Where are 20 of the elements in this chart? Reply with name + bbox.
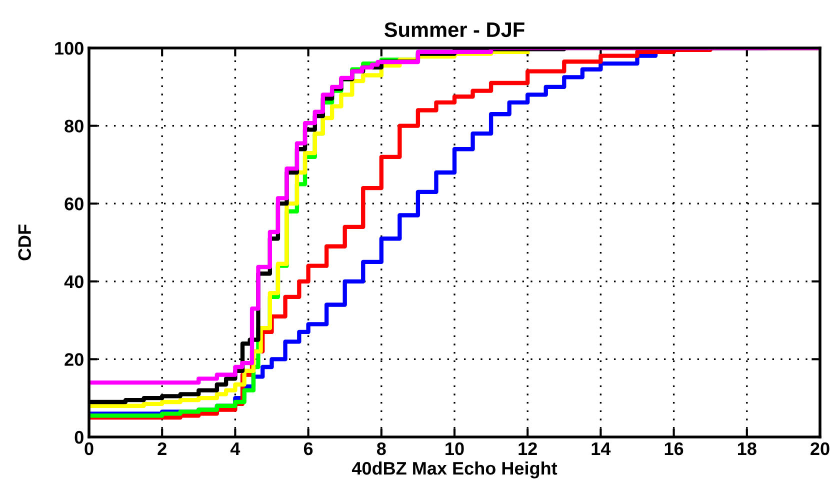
x-tick-label: 4 [230,442,240,455]
x-tick-label: 16 [664,442,684,456]
x-tick-label: 6 [304,442,313,456]
x-axis-title: 40dBZ Max Echo Height [352,461,558,478]
y-tick-label: 100 [55,42,84,55]
y-tick-label: 0 [74,430,84,444]
x-tick-label: 0 [84,442,94,456]
chart-title: Summer - DJF [384,22,524,38]
x-tick-label: 18 [738,442,756,456]
x-tick-label: 8 [376,442,386,456]
x-tick-label: 12 [518,442,537,455]
x-tick-label: 10 [446,442,464,456]
y-tick-label: 80 [64,120,84,133]
y-tick-label: 40 [64,275,84,288]
x-tick-label: 20 [810,442,830,456]
y-axis-title: CDF [18,224,32,260]
y-tick-label: 60 [64,198,84,210]
y-tick-label: 20 [64,353,84,366]
x-tick-label: 14 [592,442,611,455]
x-tick-label: 2 [158,442,166,455]
